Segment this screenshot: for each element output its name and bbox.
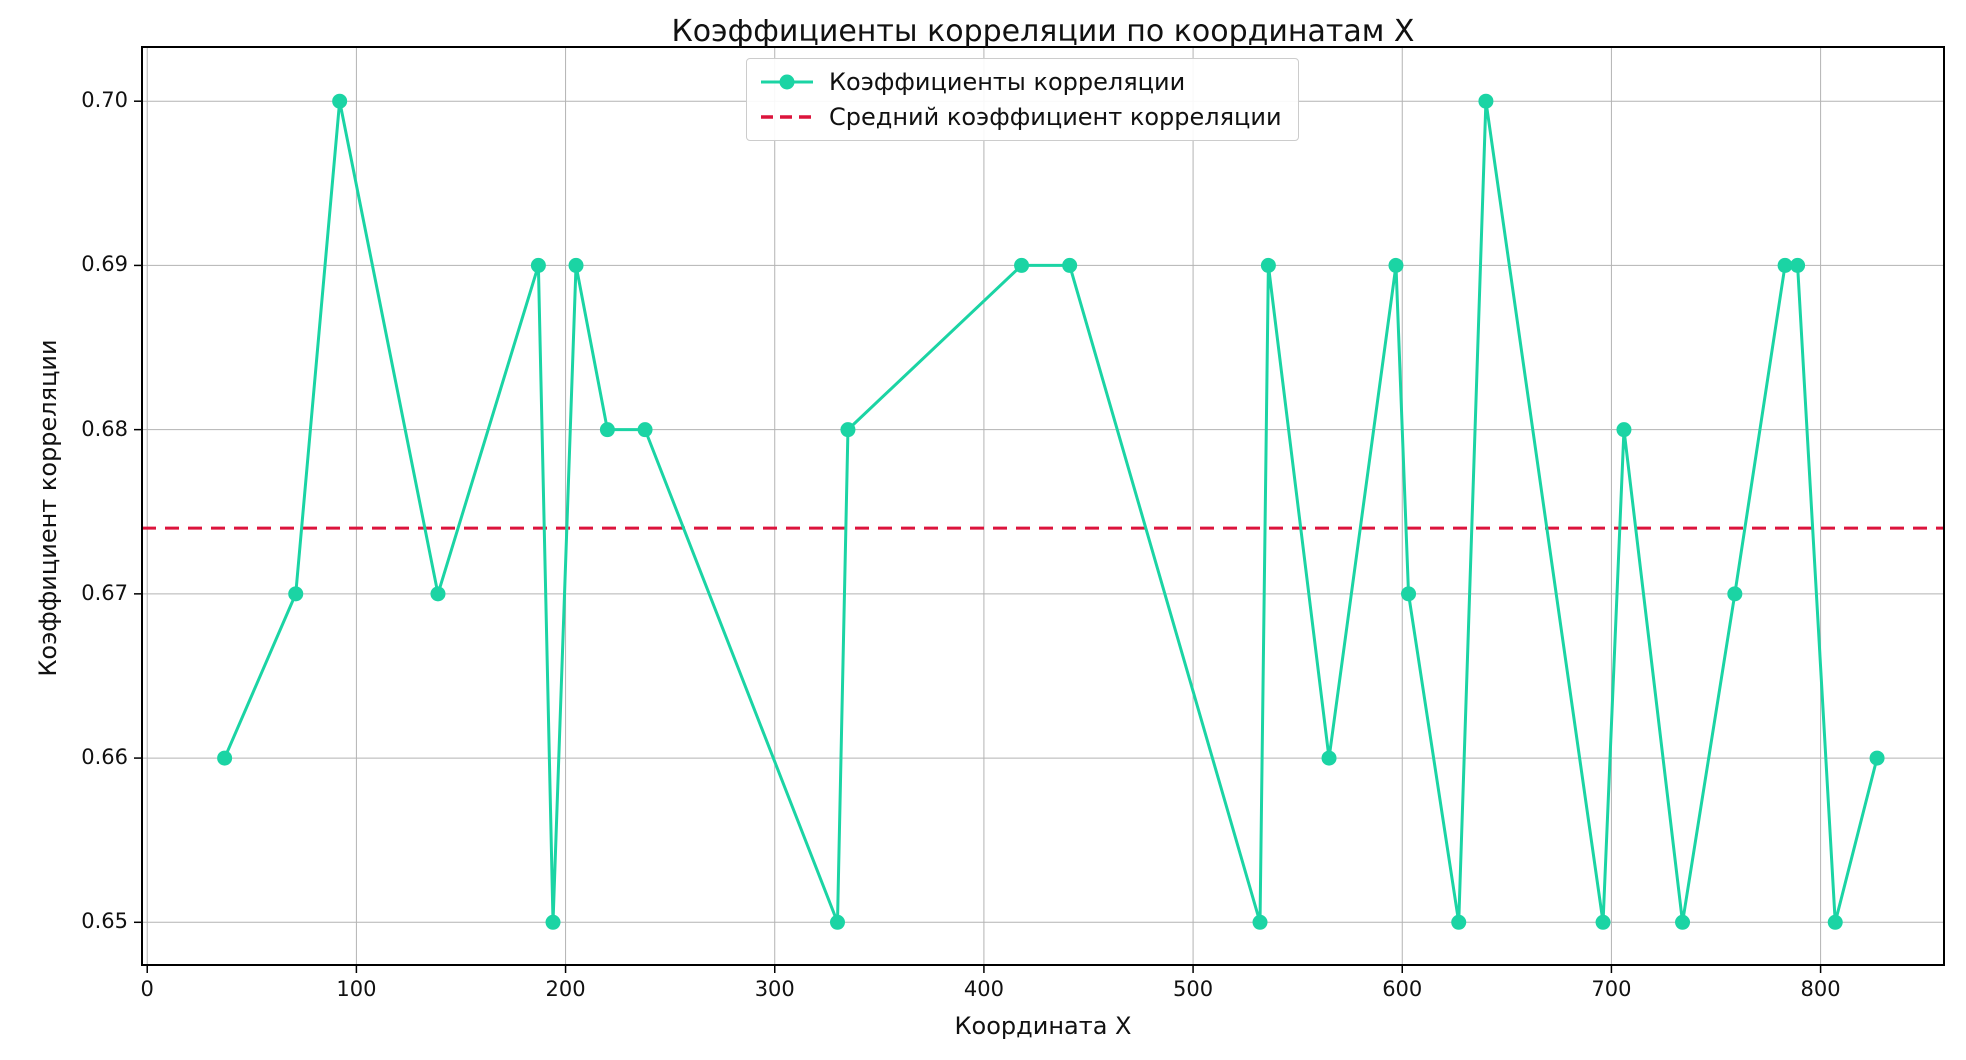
x-tick-label: 200 xyxy=(545,977,586,1001)
plot-border xyxy=(141,46,1945,966)
data-point xyxy=(1388,257,1404,273)
data-point xyxy=(1401,586,1417,602)
legend-label-series: Коэффициенты корреляции xyxy=(829,68,1186,96)
data-point xyxy=(829,914,845,930)
data-point xyxy=(568,257,584,273)
data-point xyxy=(1321,750,1337,766)
x-tick-label: 400 xyxy=(963,977,1004,1001)
x-tick-label: 800 xyxy=(1800,977,1841,1001)
x-tick-label: 0 xyxy=(140,977,154,1001)
data-point xyxy=(1869,750,1885,766)
legend-label-mean: Средний коэффициент корреляции xyxy=(829,103,1282,131)
y-tick-label: 0.66 xyxy=(81,745,128,770)
x-tick-label: 500 xyxy=(1173,977,1214,1001)
data-point xyxy=(840,422,856,438)
x-tick-label: 100 xyxy=(336,977,377,1001)
data-point xyxy=(217,750,233,766)
legend-item-series: Коэффициенты корреляции xyxy=(759,68,1282,96)
data-point xyxy=(1014,257,1030,273)
data-point xyxy=(599,422,615,438)
data-point xyxy=(530,257,546,273)
data-point xyxy=(1616,422,1632,438)
data-point xyxy=(430,586,446,602)
data-point xyxy=(545,914,561,930)
data-point xyxy=(1727,586,1743,602)
y-tick-label: 0.69 xyxy=(81,252,128,277)
data-point xyxy=(288,586,304,602)
data-point xyxy=(1790,257,1806,273)
legend-item-mean: Средний коэффициент корреляции xyxy=(759,103,1282,131)
x-tick-label: 700 xyxy=(1591,977,1632,1001)
data-point xyxy=(1827,914,1843,930)
data-point xyxy=(1260,257,1276,273)
legend: Коэффициенты корреляции Средний коэффици… xyxy=(746,58,1299,141)
y-tick-label: 0.65 xyxy=(81,909,128,934)
data-point xyxy=(1478,93,1494,109)
y-axis-label: Коэффициент корреляции xyxy=(34,339,62,677)
data-point xyxy=(332,93,348,109)
data-point xyxy=(1777,257,1793,273)
y-tick-label: 0.67 xyxy=(81,580,128,605)
x-axis-label: Координата X xyxy=(954,1012,1132,1040)
x-tick-label: 600 xyxy=(1382,977,1423,1001)
chart-title: Коэффициенты корреляции по координатам X xyxy=(671,14,1415,49)
y-tick-label: 0.68 xyxy=(81,416,128,441)
series-line-swatch-icon xyxy=(761,74,813,90)
data-point xyxy=(1451,914,1467,930)
data-point xyxy=(1675,914,1691,930)
y-tick-label: 0.70 xyxy=(81,88,128,113)
x-tick-label: 300 xyxy=(754,977,795,1001)
series-line xyxy=(223,99,1879,924)
data-point xyxy=(637,422,653,438)
data-point xyxy=(1062,257,1078,273)
mean-dashed-swatch-icon xyxy=(761,115,813,119)
data-point xyxy=(1252,914,1268,930)
data-point xyxy=(1595,914,1611,930)
